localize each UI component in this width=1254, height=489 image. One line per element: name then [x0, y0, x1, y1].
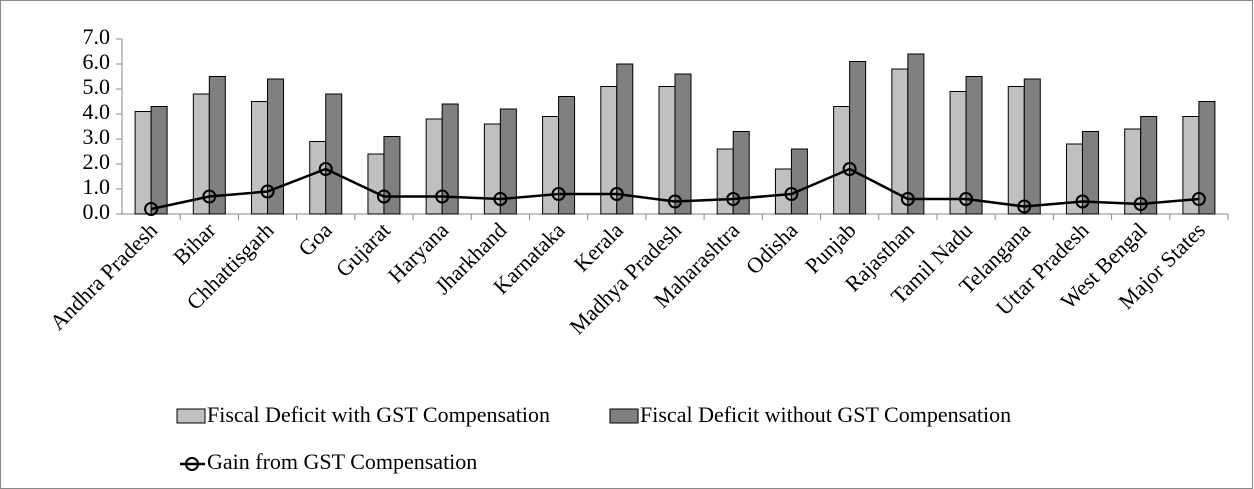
bar [134, 111, 152, 215]
bar [309, 141, 327, 215]
line-marker [202, 189, 217, 204]
legend-swatch [609, 408, 639, 424]
bar [150, 106, 168, 215]
bar [441, 103, 459, 215]
line-marker [668, 194, 682, 209]
line-marker [1075, 194, 1090, 209]
bar [965, 76, 983, 215]
bar [1124, 128, 1142, 215]
bar [658, 86, 676, 215]
y-tick-label: 5.0 [83, 74, 111, 99]
legend-label: Fiscal Deficit without GST Compensation [640, 402, 1011, 427]
line-marker [260, 184, 275, 199]
line-marker [376, 189, 391, 204]
y-tick-label: 0.0 [83, 199, 111, 224]
legend-swatch [176, 408, 206, 424]
bar [1023, 78, 1041, 215]
legend-label: Fiscal Deficit with GST Compensation [207, 402, 550, 427]
bar [616, 63, 634, 215]
line-marker [842, 162, 857, 176]
line-marker [959, 192, 974, 206]
bar [774, 168, 792, 215]
bar [1140, 116, 1158, 215]
bar [483, 123, 501, 215]
line-marker [144, 202, 159, 216]
line-marker [784, 187, 799, 201]
line-marker [318, 162, 333, 176]
y-tick-label: 1.0 [83, 174, 111, 199]
line-marker [1017, 199, 1032, 214]
bar [499, 108, 517, 215]
bar [732, 131, 750, 215]
line-marker [551, 187, 566, 201]
bar [1007, 86, 1025, 215]
line-marker [1133, 197, 1148, 211]
line-marker [1191, 192, 1206, 206]
bar [267, 78, 285, 215]
y-tick-label: 3.0 [83, 124, 111, 149]
y-tick-label: 4.0 [83, 99, 111, 124]
bar [1081, 131, 1099, 215]
bar [325, 93, 343, 215]
bar [849, 61, 867, 215]
line-marker [726, 192, 741, 206]
y-tick-label: 7.0 [83, 24, 111, 49]
bar [949, 91, 967, 215]
legend-label: Gain from GST Compensation [207, 449, 477, 474]
bar [1198, 101, 1216, 215]
line-marker [900, 192, 915, 206]
y-tick-label: 6.0 [83, 49, 111, 74]
bar [367, 153, 385, 215]
bar [383, 136, 401, 215]
y-tick-label: 2.0 [83, 149, 111, 174]
bar [674, 73, 692, 215]
bar [907, 53, 925, 215]
line-marker [435, 189, 450, 204]
line [150, 167, 1200, 211]
line-marker [609, 187, 624, 201]
legend-marker [185, 457, 199, 471]
bar [208, 76, 226, 215]
line-marker [493, 192, 508, 206]
bar [425, 118, 443, 215]
bar [558, 96, 576, 215]
bar [790, 148, 808, 215]
bar [833, 106, 851, 215]
